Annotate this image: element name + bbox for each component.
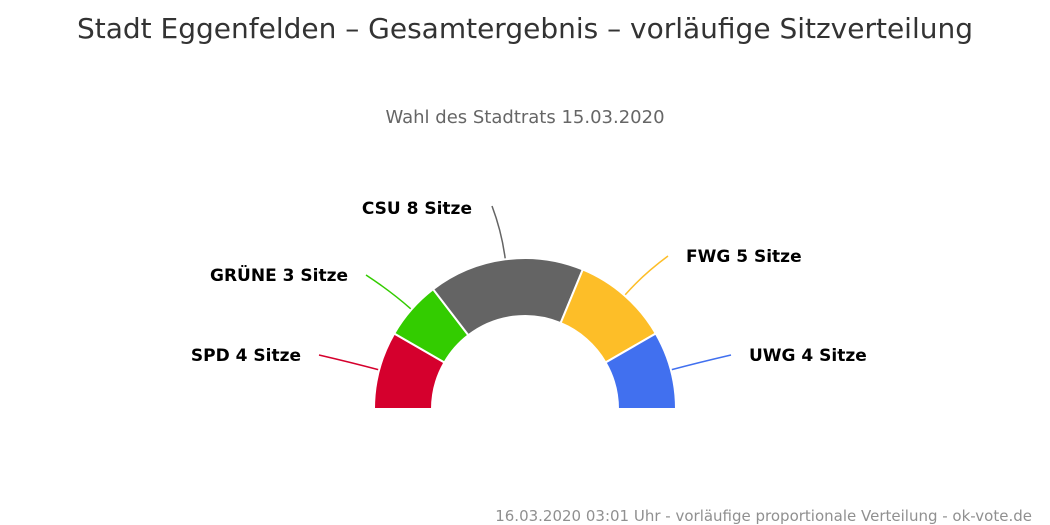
data-label-spd: SPD 4 Sitze (191, 346, 301, 366)
data-label-fwg: FWG 5 Sitze (686, 247, 802, 267)
connector-gruene (365, 274, 412, 310)
chart-subtitle: Wahl des Stadtrats 15.03.2020 (385, 107, 665, 128)
slice-uwg[interactable] (604, 332, 678, 410)
chart-credits: 16.03.2020 03:01 Uhr - vorläufige propor… (495, 507, 1032, 525)
data-label-gruene: GRÜNE 3 Sitze (210, 264, 348, 286)
connector-spd (318, 354, 379, 371)
connector-uwg (671, 354, 732, 371)
chart-title: Stadt Eggenfelden – Gesamtergebnis – vor… (76, 12, 974, 45)
data-label-csu: CSU 8 Sitze (362, 199, 472, 219)
connector-csu (491, 205, 506, 259)
connector-fwg (624, 255, 669, 296)
data-label-uwg: UWG 4 Sitze (749, 346, 867, 366)
